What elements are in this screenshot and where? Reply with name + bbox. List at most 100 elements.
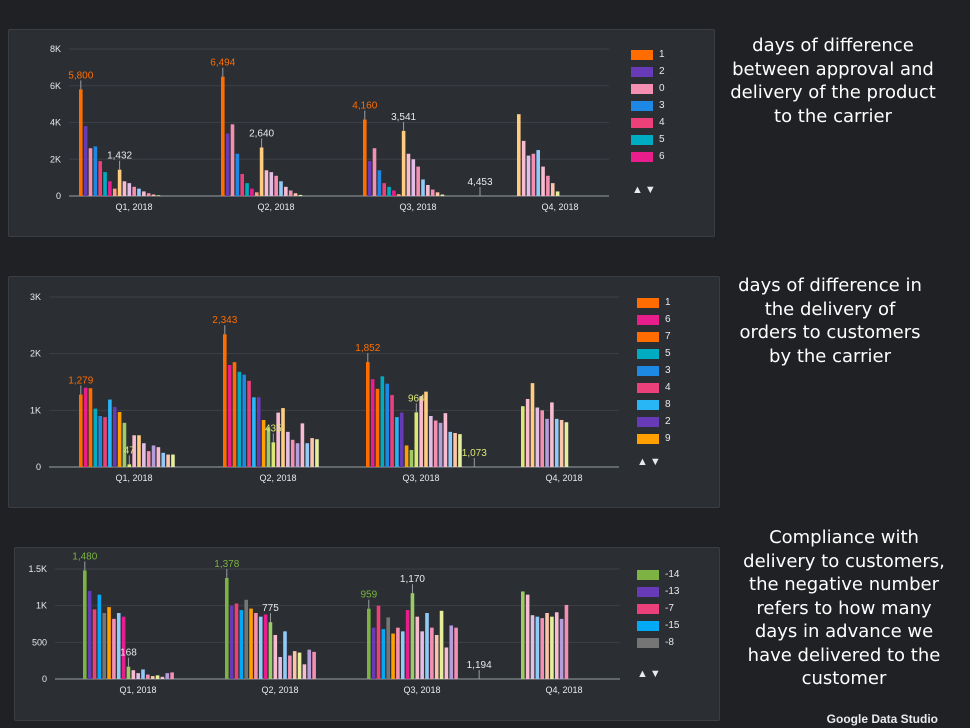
legend-item[interactable]: 4 (637, 379, 671, 396)
legend-label: -15 (665, 619, 680, 631)
legend-item[interactable]: 0 (631, 80, 665, 97)
bar (146, 451, 151, 467)
legend-item[interactable]: 5 (637, 345, 671, 362)
bar (108, 181, 112, 196)
bar (132, 186, 136, 196)
bar (131, 670, 136, 679)
legend-delivery-to-customers[interactable]: 1 6 7 5 3 4 8 2 9 (637, 294, 671, 447)
bar (526, 155, 531, 196)
legend-item[interactable]: -8 (637, 634, 679, 651)
legend-label: -14 (665, 568, 680, 580)
legend-label: 1 (659, 48, 665, 60)
data-label: 4,453 (467, 177, 492, 188)
bar (92, 609, 97, 679)
legend-item[interactable]: 3 (631, 97, 665, 114)
bar (146, 674, 150, 679)
bar (443, 413, 448, 467)
legend-item[interactable]: 6 (631, 148, 665, 165)
bar (276, 412, 280, 467)
bar (426, 184, 430, 196)
bar (399, 412, 404, 467)
legend-approval-to-carrier[interactable]: 1 2 0 3 4 5 6 (631, 46, 665, 165)
legend-label: -7 (665, 602, 674, 614)
legend-item[interactable]: 4 (631, 114, 665, 131)
legend-item[interactable]: 2 (631, 63, 665, 80)
bar (269, 172, 274, 196)
data-label: 959 (360, 590, 377, 601)
bar (103, 417, 107, 467)
bar (79, 89, 83, 196)
category-label: Q2, 2018 (259, 473, 296, 483)
bar (295, 443, 300, 467)
data-label: 1,852 (355, 343, 380, 354)
bar (237, 371, 242, 467)
bar (290, 439, 295, 467)
bar (112, 618, 116, 679)
bar (297, 652, 302, 679)
y-tick-label: 0 (42, 674, 47, 684)
bar (151, 194, 156, 196)
legend-item[interactable]: 8 (637, 396, 671, 413)
bar (283, 631, 287, 679)
bar (136, 673, 140, 679)
bar (435, 192, 440, 196)
legend-label: 0 (659, 82, 665, 94)
bar (266, 427, 271, 467)
bar (540, 410, 544, 467)
legend-delivery-compliance[interactable]: -14 -13 -7 -15 -8 (637, 566, 679, 651)
bar (367, 161, 372, 196)
legend-item[interactable]: -15 (637, 617, 679, 634)
legend-item[interactable]: 7 (637, 328, 671, 345)
bar (279, 181, 283, 196)
bar (554, 612, 559, 679)
bar (247, 380, 251, 467)
bar (166, 454, 170, 467)
y-tick-label: 2K (50, 154, 61, 164)
legend-item[interactable]: 5 (631, 131, 665, 148)
bar (271, 442, 276, 467)
data-label: 4,160 (352, 101, 377, 112)
bar (410, 593, 415, 679)
sort-arrows-chart-2[interactable]: ▲▼ (637, 456, 663, 468)
legend-swatch (631, 66, 653, 77)
bar (535, 616, 540, 679)
bar (171, 454, 175, 467)
bar (381, 629, 386, 679)
bar (259, 147, 264, 196)
bar (102, 613, 106, 679)
bar (559, 419, 564, 467)
sort-arrows-chart-1[interactable]: ▲▼ (632, 184, 658, 196)
bar (221, 76, 225, 196)
bar (307, 649, 312, 679)
legend-item[interactable]: 1 (637, 294, 671, 311)
legend-item[interactable]: 3 (637, 362, 671, 379)
bar (550, 183, 555, 196)
bar (300, 423, 305, 467)
data-label: 775 (262, 603, 279, 614)
legend-item[interactable]: -13 (637, 583, 679, 600)
legend-item[interactable]: 2 (637, 413, 671, 430)
bar (536, 150, 540, 196)
legend-item[interactable]: -7 (637, 600, 679, 617)
legend-item[interactable]: -14 (637, 566, 679, 583)
bar (382, 183, 386, 196)
legend-item[interactable]: 6 (637, 311, 671, 328)
bar (411, 159, 416, 196)
bar (151, 445, 156, 467)
legend-item[interactable]: 1 (631, 46, 665, 63)
bar (429, 416, 433, 467)
bar (223, 334, 227, 467)
legend-swatch (637, 297, 659, 308)
bar (249, 608, 253, 679)
bar (406, 153, 411, 196)
bar (430, 189, 435, 196)
sort-arrows-chart-3[interactable]: ▲▼ (637, 668, 663, 680)
bar (83, 126, 88, 196)
category-label: Q2, 2018 (261, 685, 298, 695)
bar (264, 170, 269, 196)
bar (122, 181, 127, 196)
bar (112, 406, 117, 467)
legend-item[interactable]: 9 (637, 430, 671, 447)
legend-swatch (637, 433, 659, 444)
bar (377, 170, 382, 196)
